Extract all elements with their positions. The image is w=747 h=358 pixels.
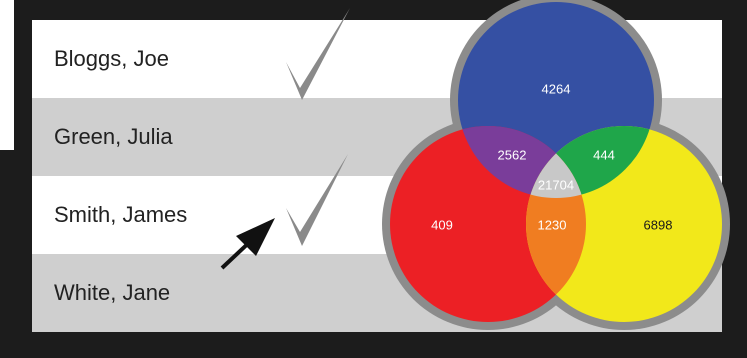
list-item-label: Smith, James [54, 202, 188, 227]
venn-label-blue-red: 2562 [498, 147, 527, 162]
venn-label-blue-yellow: 444 [593, 147, 615, 162]
check-icon-smith-james [286, 154, 348, 246]
top-left-white-corner [0, 0, 14, 150]
check-icon-bloggs-joe [286, 8, 350, 100]
venn-label-all-three: 21704 [538, 177, 574, 192]
list-item-label: Bloggs, Joe [54, 46, 169, 71]
venn-label-blue-only: 4264 [542, 81, 571, 96]
arrow-pointer-icon [220, 218, 275, 270]
venn-label-red-yellow: 1230 [538, 217, 567, 232]
blue-yellow-overlap [526, 126, 654, 198]
list-item-label: Green, Julia [54, 124, 173, 149]
blue-red-overlap [458, 126, 586, 198]
venn-label-red-only: 409 [431, 217, 453, 232]
list-item-label: White, Jane [54, 280, 171, 305]
venn-label-yellow-only: 6898 [644, 217, 673, 232]
